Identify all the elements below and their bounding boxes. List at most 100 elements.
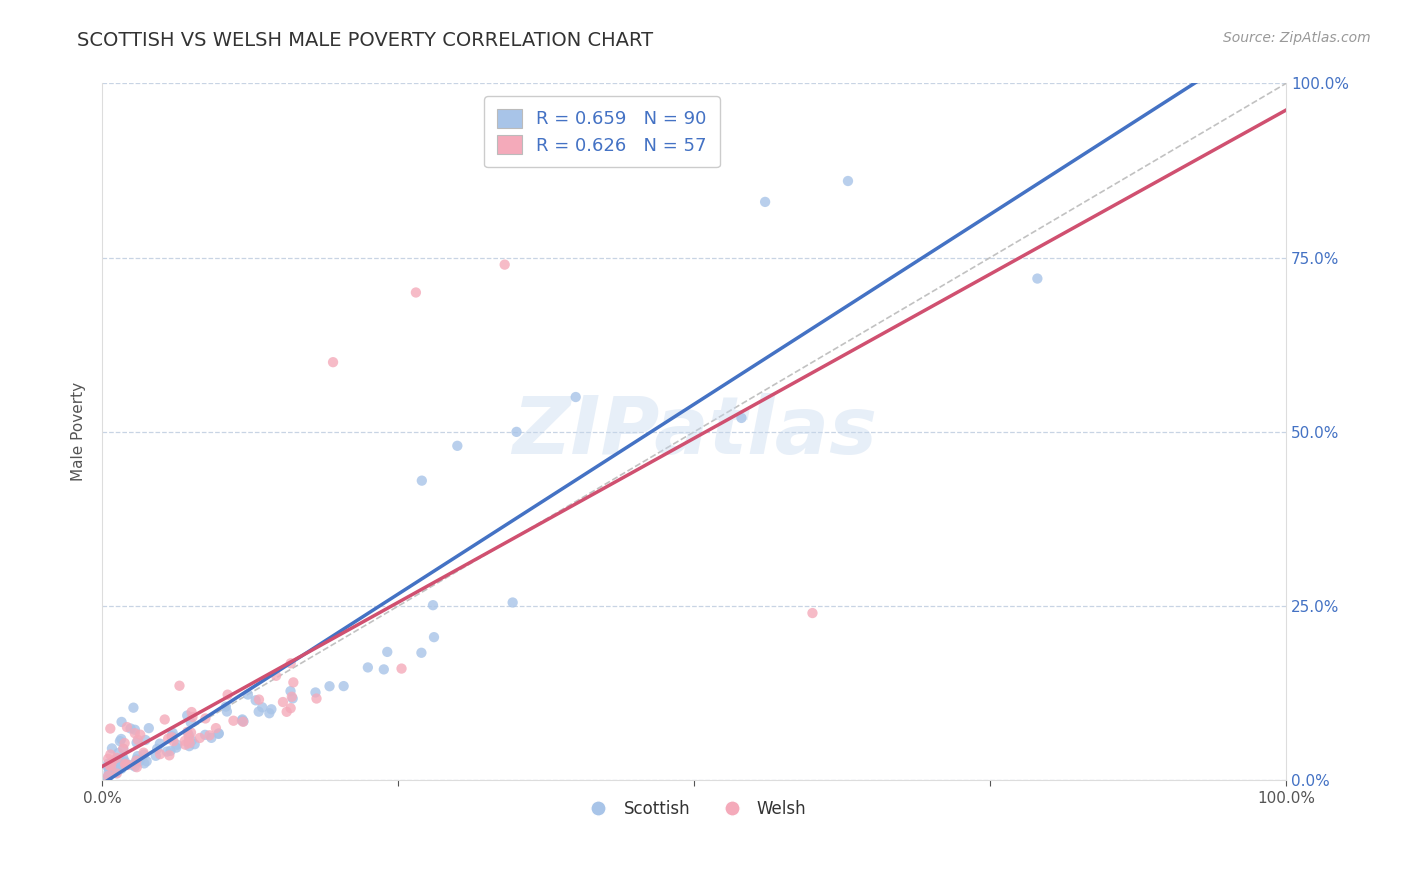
Point bbox=[280, 684, 302, 698]
Point bbox=[259, 706, 281, 721]
Point bbox=[97, 770, 120, 784]
Point bbox=[98, 722, 121, 736]
Point bbox=[502, 595, 524, 609]
Point bbox=[100, 756, 122, 771]
Point bbox=[132, 746, 155, 760]
Point bbox=[169, 679, 191, 693]
Point bbox=[134, 733, 156, 747]
Y-axis label: Male Poverty: Male Poverty bbox=[72, 383, 86, 482]
Point bbox=[105, 752, 128, 766]
Point bbox=[112, 751, 135, 765]
Point bbox=[125, 754, 148, 768]
Point bbox=[494, 258, 516, 272]
Point bbox=[208, 726, 231, 740]
Point bbox=[281, 690, 304, 704]
Point bbox=[505, 425, 527, 439]
Point bbox=[730, 411, 752, 425]
Point bbox=[245, 693, 267, 707]
Point bbox=[125, 760, 148, 774]
Point bbox=[423, 630, 446, 644]
Point bbox=[183, 737, 205, 751]
Point bbox=[411, 646, 433, 660]
Point bbox=[162, 734, 184, 748]
Point bbox=[180, 725, 202, 739]
Point bbox=[318, 679, 340, 693]
Point bbox=[166, 738, 188, 752]
Point bbox=[411, 474, 433, 488]
Point bbox=[322, 355, 344, 369]
Point bbox=[111, 756, 134, 770]
Point bbox=[1026, 271, 1049, 285]
Point bbox=[135, 754, 157, 768]
Point bbox=[97, 760, 120, 774]
Point bbox=[247, 705, 270, 719]
Point bbox=[124, 759, 146, 773]
Point bbox=[801, 606, 824, 620]
Point bbox=[134, 756, 156, 771]
Point bbox=[103, 756, 125, 770]
Point bbox=[159, 744, 181, 758]
Point bbox=[120, 722, 142, 736]
Point bbox=[105, 765, 128, 780]
Point bbox=[252, 700, 274, 714]
Text: ZIPatlas: ZIPatlas bbox=[512, 392, 876, 471]
Point bbox=[165, 740, 187, 755]
Point bbox=[122, 700, 145, 714]
Point bbox=[373, 662, 395, 676]
Point bbox=[97, 769, 120, 783]
Point bbox=[107, 746, 129, 760]
Point bbox=[97, 765, 120, 780]
Point bbox=[110, 762, 132, 776]
Point bbox=[115, 720, 138, 734]
Point bbox=[231, 713, 253, 727]
Point bbox=[422, 598, 444, 612]
Point bbox=[146, 741, 169, 756]
Point bbox=[264, 669, 287, 683]
Point bbox=[149, 737, 172, 751]
Point bbox=[177, 728, 200, 742]
Point bbox=[114, 736, 136, 750]
Point bbox=[145, 748, 167, 763]
Point bbox=[217, 688, 239, 702]
Point bbox=[112, 741, 135, 756]
Point bbox=[125, 736, 148, 750]
Point bbox=[97, 769, 120, 783]
Point bbox=[405, 285, 427, 300]
Point bbox=[207, 727, 229, 741]
Point bbox=[281, 691, 304, 706]
Point bbox=[108, 734, 131, 748]
Point bbox=[107, 757, 129, 772]
Point bbox=[138, 721, 160, 735]
Point bbox=[260, 702, 283, 716]
Point bbox=[157, 748, 180, 763]
Point bbox=[97, 756, 120, 771]
Point bbox=[105, 751, 128, 765]
Point bbox=[194, 711, 217, 725]
Point bbox=[97, 760, 120, 774]
Point bbox=[283, 675, 305, 690]
Point bbox=[132, 747, 155, 762]
Point bbox=[205, 721, 228, 735]
Point bbox=[179, 736, 201, 750]
Point bbox=[124, 726, 146, 740]
Point bbox=[114, 758, 136, 772]
Point bbox=[232, 714, 254, 729]
Point bbox=[222, 714, 245, 728]
Point bbox=[105, 766, 128, 780]
Point bbox=[124, 723, 146, 737]
Point bbox=[101, 755, 124, 769]
Point bbox=[198, 728, 221, 742]
Point bbox=[162, 726, 184, 740]
Point bbox=[215, 699, 238, 714]
Point bbox=[101, 741, 124, 756]
Point bbox=[180, 715, 202, 730]
Point bbox=[188, 731, 211, 745]
Point bbox=[194, 728, 217, 742]
Point bbox=[280, 701, 302, 715]
Point bbox=[110, 714, 132, 729]
Point bbox=[180, 705, 202, 719]
Point bbox=[121, 757, 143, 772]
Point bbox=[276, 705, 298, 719]
Point bbox=[179, 731, 201, 746]
Point bbox=[103, 761, 125, 775]
